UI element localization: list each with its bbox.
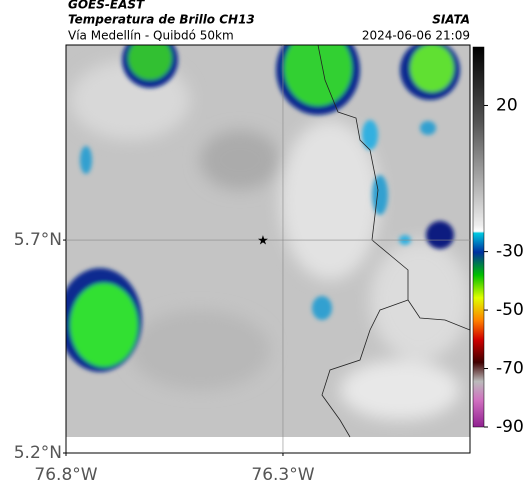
colorbar [472,46,485,428]
datetime: 2024-06-06 21:09 [362,29,470,43]
location-marker: ★ [257,234,269,249]
colorbar-tick-label: 20 [496,95,518,115]
x-tick-label: 76.8°W [34,465,97,485]
source: GOES-EAST [68,0,145,12]
imagery [66,45,470,453]
map-frame [65,44,471,454]
colorbar-tick-label: -90 [496,417,524,437]
y-tick-label: 5.7°N [14,230,62,250]
colorbar-tick-label: -50 [496,300,524,320]
colorbar-tick-label: -70 [496,359,524,379]
title: Temperatura de Brillo CH13 [68,13,255,27]
x-tick-label: 76.3°W [251,465,314,485]
subtitle: Vía Medellín - Quibdó 50km [68,29,234,43]
brand: SIATA [432,13,470,27]
y-tick-label: 5.2°N [14,443,62,463]
colorbar-tick-label: -30 [496,242,524,262]
